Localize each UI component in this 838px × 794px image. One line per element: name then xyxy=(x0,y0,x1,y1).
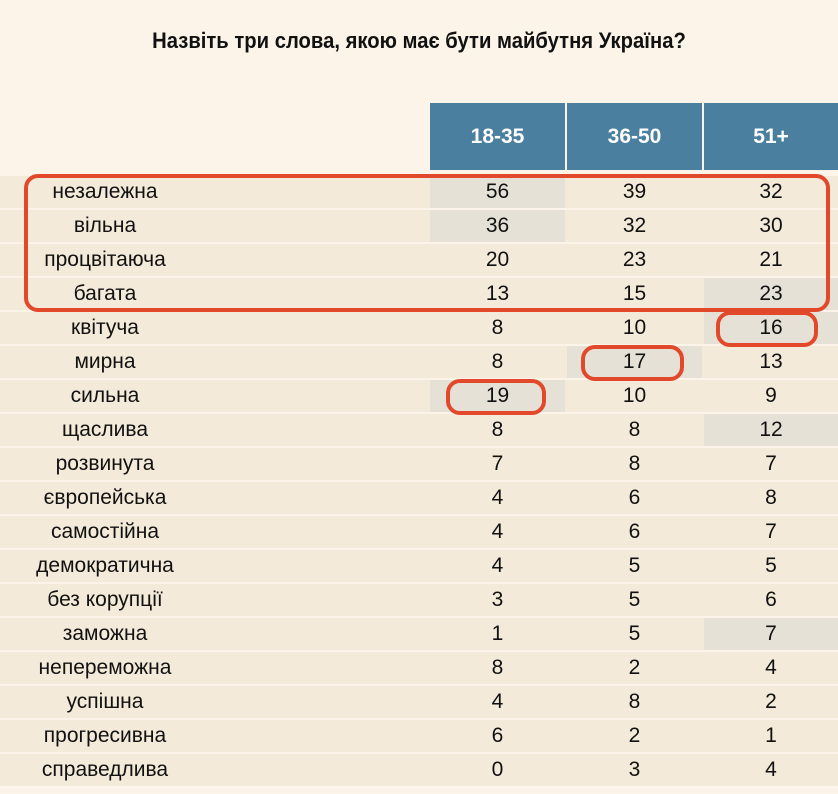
table-cell: 9 xyxy=(765,384,777,407)
table-row: непереможна 8 2 4 xyxy=(0,652,838,684)
chart-title: Назвіть три слова, якою має бути майбутн… xyxy=(152,28,686,53)
table-row: багата 13 15 23 xyxy=(0,278,838,310)
table-cell: 6 xyxy=(628,486,641,509)
row-label: процвітаюча xyxy=(44,248,166,271)
table-row: європейська 4 6 8 xyxy=(0,482,838,514)
table-cell: 3 xyxy=(491,588,504,611)
table-cell: 13 xyxy=(485,282,510,305)
table-cell: 1 xyxy=(765,724,777,747)
table-cell: 1 xyxy=(491,622,504,645)
table-cell: 2 xyxy=(628,656,641,679)
table-row: прогресивна 6 2 1 xyxy=(0,720,838,752)
table-cell: 56 xyxy=(430,176,565,208)
table-cell: 5 xyxy=(765,554,777,577)
highlight-outline xyxy=(446,379,546,415)
table-row: мирна 8 17 13 xyxy=(0,346,838,378)
table-cell: 4 xyxy=(765,758,777,781)
table-cell: 8 xyxy=(491,316,504,339)
table-row: щаслива 8 8 12 xyxy=(0,414,838,446)
highlight-outline xyxy=(716,311,818,347)
table-cell: 10 xyxy=(622,384,647,407)
table-row: демократична 4 5 5 xyxy=(0,550,838,582)
row-label: багата xyxy=(73,282,137,305)
table-cell: 4 xyxy=(765,656,777,679)
table-cell: 8 xyxy=(765,486,777,509)
table-cell: 15 xyxy=(622,282,647,305)
table-cell: 3 xyxy=(628,758,641,781)
table-row: успішна 4 8 2 xyxy=(0,686,838,718)
row-label: вільна xyxy=(73,214,137,237)
row-label: мирна xyxy=(74,350,136,373)
table-cell: 8 xyxy=(491,418,504,441)
table-cell: 5 xyxy=(628,622,641,645)
table-cell: 7 xyxy=(704,618,838,650)
table-cell: 30 xyxy=(759,214,783,237)
table-row: заможна 1 5 7 xyxy=(0,618,838,650)
table-cell: 4 xyxy=(491,486,504,509)
table-cell: 8 xyxy=(628,690,641,713)
row-label: самостійна xyxy=(50,520,160,543)
table-cell: 32 xyxy=(759,180,783,203)
column-header-51-plus: 51+ xyxy=(704,103,838,170)
table-cell: 8 xyxy=(628,452,641,475)
table-row: незалежна 56 39 32 xyxy=(0,176,838,208)
row-label: розвинута xyxy=(55,452,155,475)
row-label: без корупції xyxy=(47,588,163,611)
table-cell: 4 xyxy=(491,690,504,713)
table-cell: 5 xyxy=(628,588,641,611)
table-row: самостійна 4 6 7 xyxy=(0,516,838,548)
row-label: щаслива xyxy=(61,418,149,441)
column-header-18-35: 18-35 xyxy=(430,103,565,170)
highlight-outline xyxy=(581,345,684,381)
table-cell: 2 xyxy=(765,690,777,713)
table-cell: 6 xyxy=(765,588,777,611)
table-cell: 20 xyxy=(485,248,510,271)
highlight-outline xyxy=(24,174,830,312)
row-label: європейська xyxy=(43,486,167,509)
table-cell: 5 xyxy=(628,554,641,577)
table-cell: 39 xyxy=(622,180,647,203)
table-cell: 36 xyxy=(430,210,565,242)
table-row: розвинута 7 8 7 xyxy=(0,448,838,480)
row-label: демократична xyxy=(36,554,174,577)
row-label: незалежна xyxy=(52,180,158,203)
table-cell: 7 xyxy=(491,452,504,475)
table-cell: 6 xyxy=(491,724,504,747)
table-row: сильна 19 10 9 xyxy=(0,380,838,412)
table-cell: 7 xyxy=(765,452,777,475)
table-cell: 12 xyxy=(704,414,838,446)
table-row: без корупції 3 5 6 xyxy=(0,584,838,616)
table-cell: 8 xyxy=(491,350,504,373)
table-cell: 10 xyxy=(622,316,647,339)
table-cell: 2 xyxy=(628,724,641,747)
table-row: справедлива 0 3 4 xyxy=(0,754,838,786)
table-row: квітуча 8 10 16 xyxy=(0,312,838,344)
table-cell: 23 xyxy=(704,278,838,310)
table-cell: 32 xyxy=(622,214,647,237)
table-row: процвітаюча 20 23 21 xyxy=(0,244,838,276)
row-label: непереможна xyxy=(38,656,172,679)
row-label: квітуча xyxy=(71,316,139,339)
table-row: вільна 36 32 30 xyxy=(0,210,838,242)
table-cell: 21 xyxy=(759,248,783,271)
row-label: заможна xyxy=(62,622,148,645)
row-label: сильна xyxy=(70,384,140,407)
column-header-36-50: 36-50 xyxy=(567,103,702,170)
row-label: прогресивна xyxy=(43,724,167,747)
table-cell: 23 xyxy=(622,248,647,271)
table-cell: 0 xyxy=(491,758,504,781)
row-label: успішна xyxy=(66,690,144,713)
table-cell: 7 xyxy=(765,520,777,543)
table-body: незалежна 56 39 32 вільна 36 32 30 процвітаюча 20… xyxy=(0,176,838,788)
table-cell: 4 xyxy=(491,520,504,543)
table-cell: 4 xyxy=(491,554,504,577)
table-cell: 6 xyxy=(628,520,641,543)
table-cell: 8 xyxy=(628,418,641,441)
table-cell: 8 xyxy=(491,656,504,679)
table-cell: 13 xyxy=(759,350,783,373)
row-label: справедлива xyxy=(41,758,169,781)
